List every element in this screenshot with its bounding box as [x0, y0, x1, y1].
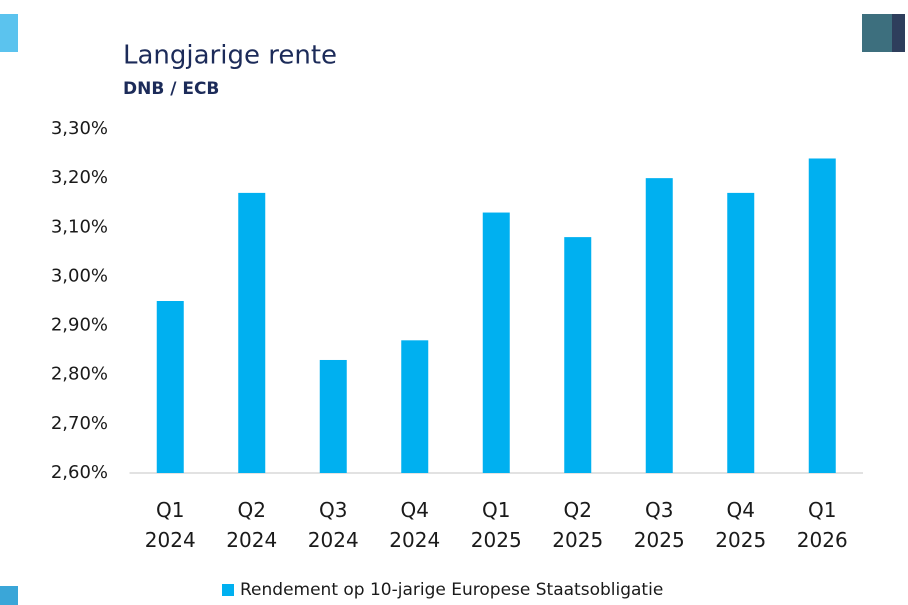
bar [564, 237, 592, 473]
y-tick-label: 2,90% [51, 315, 108, 336]
bar [238, 192, 266, 473]
legend-swatch [222, 584, 234, 596]
decoration [0, 14, 18, 52]
bar [727, 192, 755, 473]
x-tick-label: Q1 2024 [144, 498, 196, 552]
legend-label: Rendement op 10-jarige Europese Staatsob… [240, 580, 664, 600]
y-tick-label: 3,20% [51, 167, 108, 188]
chart-title: Langjarige rente [123, 41, 337, 71]
x-tick-label: Q3 2024 [307, 498, 359, 552]
x-tick-label: Q4 2024 [389, 498, 441, 552]
bar [645, 178, 673, 473]
bar [482, 212, 510, 474]
x-tick-label: Q2 2025 [552, 498, 604, 552]
y-tick-label: 2,60% [51, 462, 108, 483]
x-tick-label: Q3 2025 [633, 498, 685, 552]
bar [156, 301, 184, 473]
y-tick-label: 3,30% [51, 118, 108, 139]
chart-subtitle: DNB / ECB [123, 79, 219, 99]
bar [319, 359, 347, 473]
x-tick-label: Q2 2024 [226, 498, 278, 552]
y-tick-label: 3,00% [51, 265, 108, 286]
decoration [0, 586, 18, 605]
y-tick-label: 2,80% [51, 364, 108, 385]
x-tick-label: Q1 2026 [796, 498, 848, 552]
legend: Rendement op 10-jarige Europese Staatsob… [222, 580, 663, 600]
bar [808, 158, 836, 473]
decoration [892, 14, 905, 52]
x-tick-label: Q1 2025 [470, 498, 522, 552]
y-tick-label: 3,10% [51, 216, 108, 237]
bar [401, 340, 429, 473]
decoration [862, 14, 892, 52]
x-tick-label: Q4 2025 [715, 498, 767, 552]
y-tick-label: 2,70% [51, 413, 108, 434]
